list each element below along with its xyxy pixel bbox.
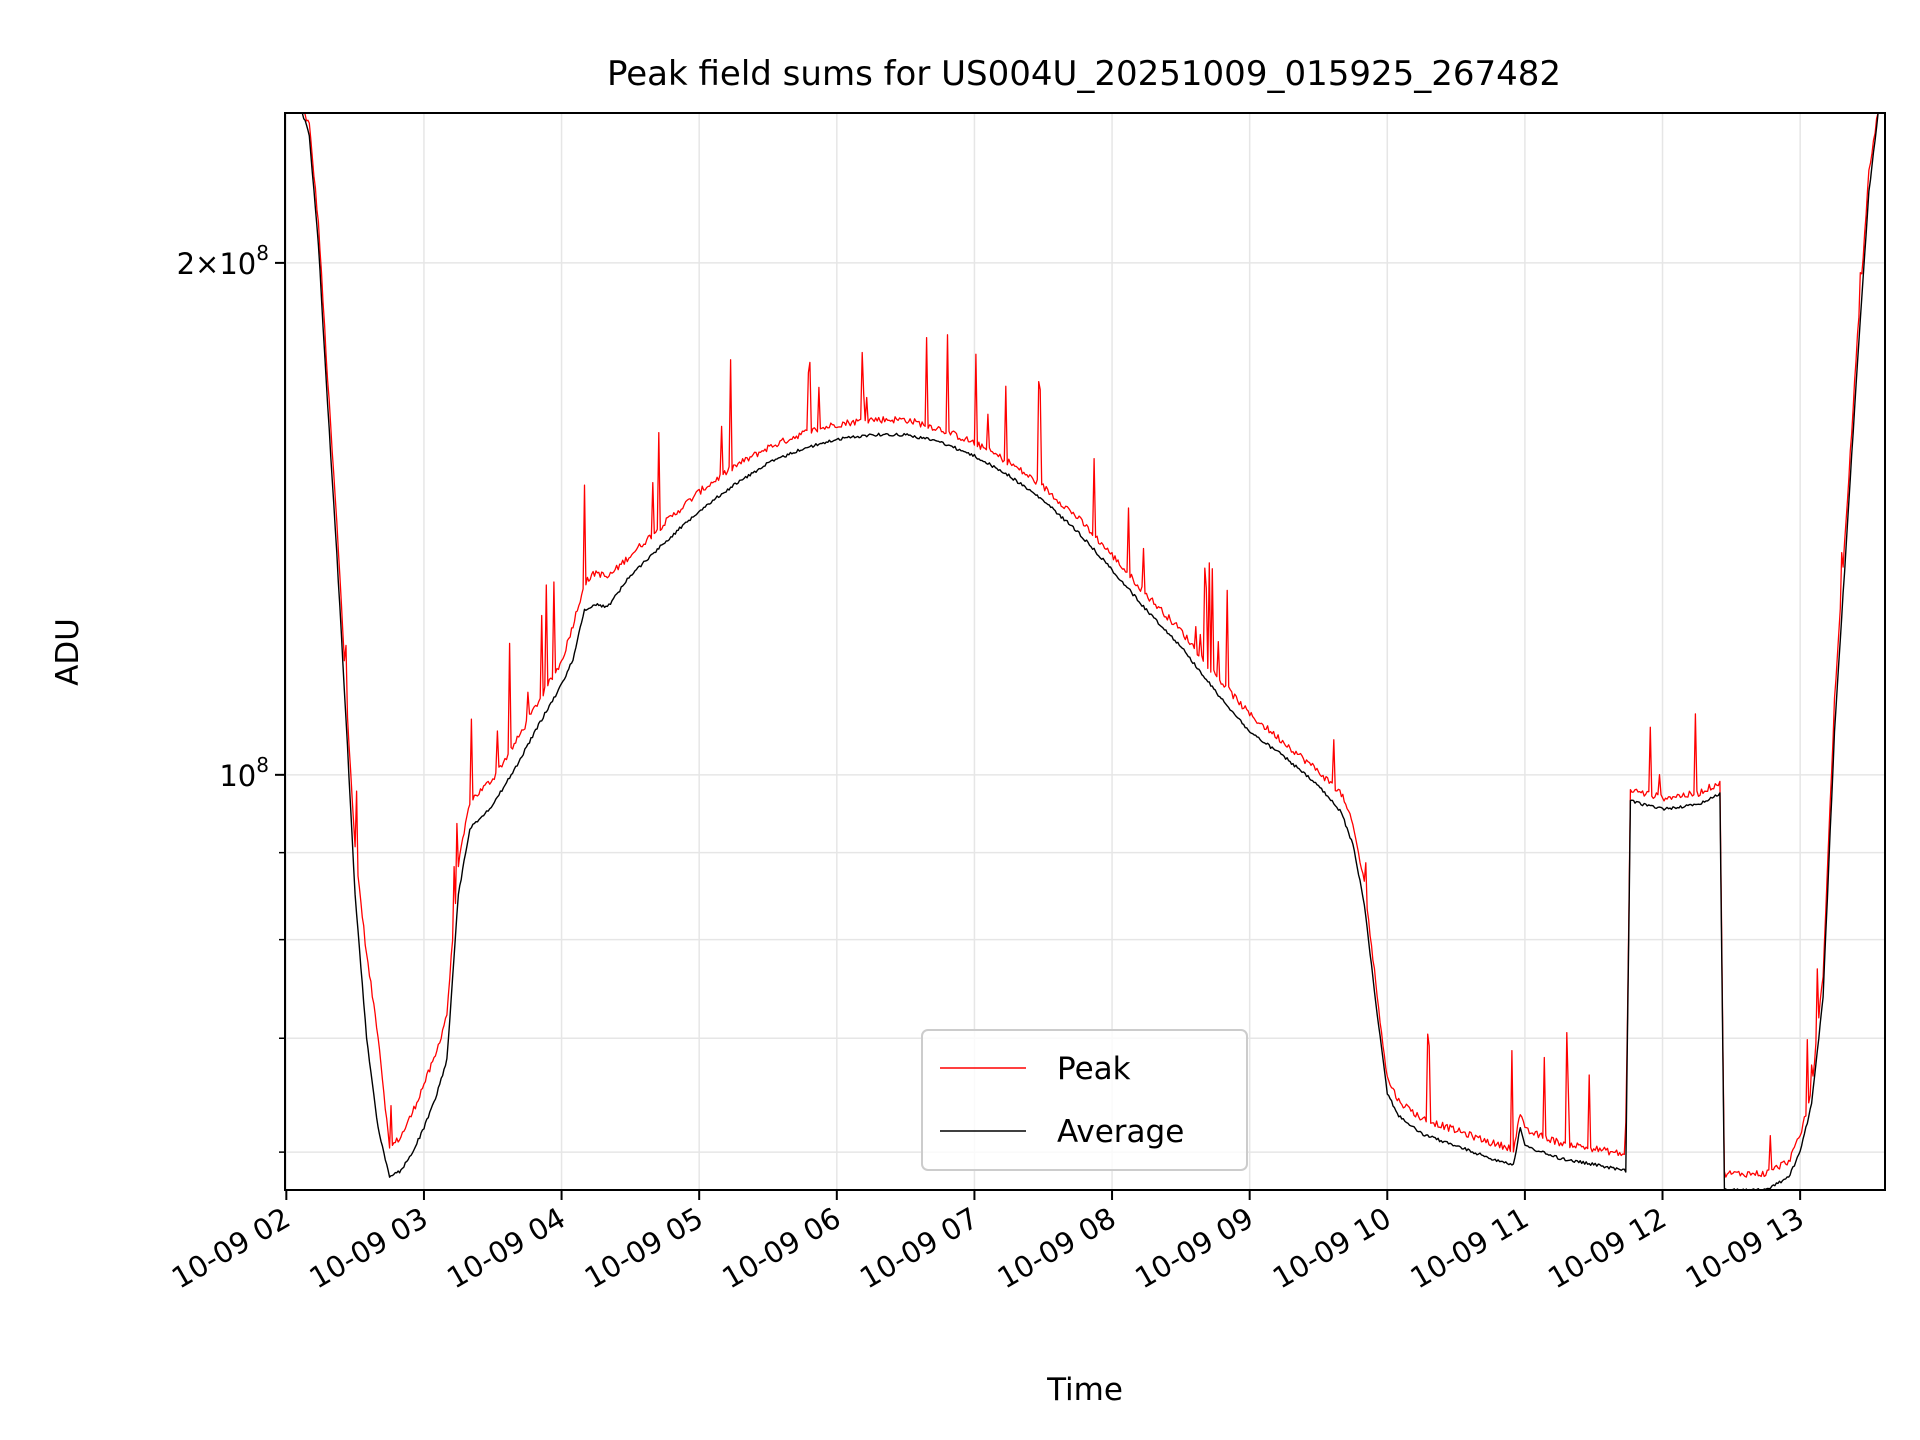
chart-title: Peak field sums for US004U_20251009_0159… [607,54,1561,94]
legend-box [921,1029,1248,1171]
legend-label-peak: Peak [1057,1051,1131,1087]
plot-frame [284,112,1886,1191]
y-tick-label: 108 [219,753,269,793]
x-axis-label: Time [1046,1372,1123,1408]
series-line-average [301,113,1879,1190]
y-axis-label: ADU [50,618,86,686]
legend-label-average: Average [1057,1114,1184,1150]
y-tick-label: 2×108 [177,241,269,281]
series-line-peak [303,113,1879,1178]
series-layer [301,113,1879,1190]
y-axis: 2×108 108 [177,241,285,1153]
legend: Peak Average [921,1029,1248,1171]
